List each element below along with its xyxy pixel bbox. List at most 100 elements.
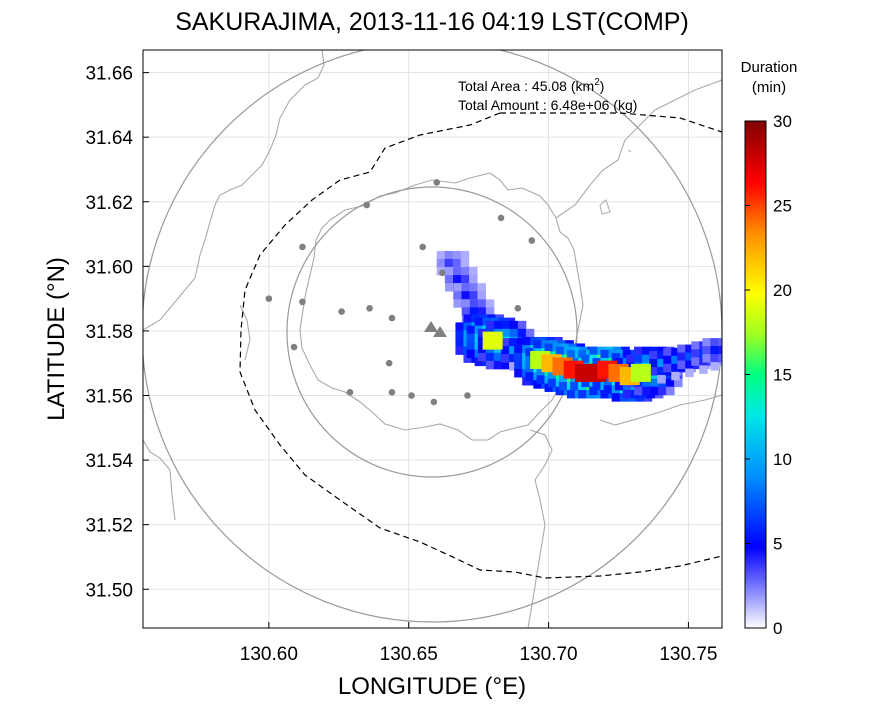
plume-cell: [702, 346, 711, 355]
coastline-southwest: [143, 304, 251, 521]
coastline-southeast: [599, 394, 722, 426]
plume-cell: [517, 328, 527, 338]
station-dot: [433, 179, 440, 186]
plume-cell: [600, 349, 610, 359]
plume-cell: [469, 291, 478, 300]
observation-stations: [265, 179, 536, 406]
station-dot: [299, 243, 306, 251]
station-dot: [388, 314, 396, 322]
plume-cell: [445, 275, 454, 284]
colorbar-tick-label: 15: [773, 366, 792, 385]
plume-cell: [469, 283, 478, 292]
plume-cell: [663, 347, 672, 357]
station-dot: [408, 392, 415, 399]
plume-cell: [522, 336, 531, 346]
plume-cell: [685, 368, 694, 378]
plume-cell: [461, 267, 470, 276]
plume-cell: [517, 338, 526, 347]
plume-cell: [558, 381, 568, 391]
plume-cell: [466, 349, 476, 359]
plume-cell: [650, 346, 659, 356]
station-dot: [438, 269, 446, 277]
plume-cell: [671, 363, 680, 373]
plume-cell: [466, 341, 476, 351]
coastline-east: [555, 79, 722, 219]
coastline-layer: [143, 50, 722, 628]
plume-cell: [436, 258, 446, 268]
plume-cell: [485, 352, 495, 362]
plume-cell: [485, 320, 495, 330]
plume-cell: [677, 344, 686, 354]
x-tick-label: 130.65: [380, 644, 438, 665]
station-dot: [338, 308, 345, 315]
plume-cell: [622, 349, 632, 359]
total-area-superscript: 2: [594, 77, 600, 88]
plume-cell: [650, 386, 659, 396]
plume-cell: [710, 338, 719, 347]
total-area-text: Total Area : 45.08 (km: [458, 78, 594, 94]
plume-cell: [544, 383, 554, 392]
plume-cell: [469, 267, 478, 276]
plume-cell: [436, 250, 446, 260]
plume-cell: [477, 307, 487, 316]
plume-cell: [718, 354, 722, 363]
y-tick-label: 31.50: [85, 580, 133, 601]
plume-cell: [589, 346, 598, 356]
plume-cell: [634, 354, 643, 364]
plume-cell: [536, 375, 546, 384]
plume-cell: [501, 328, 511, 338]
plume-cell: [474, 357, 484, 367]
plume-cell: [525, 348, 534, 357]
plume-cell: [461, 291, 470, 300]
y-tick-label: 31.54: [85, 451, 133, 472]
coastline-islet: [599, 149, 632, 215]
plume-cell: [453, 291, 462, 300]
y-axis-ticks: 31.66 31.64 31.62 31.60 31.58 31.56 31.54 31.52…: [85, 64, 149, 601]
plot-area: [143, 50, 722, 628]
plume-cell: [460, 258, 470, 268]
station-dot: [419, 243, 427, 251]
plume-cell: [691, 357, 700, 366]
plume-cell: [658, 346, 667, 356]
plume-cell: [600, 389, 610, 399]
colorbar-tick-label: 5: [773, 535, 782, 554]
plume-cell: [477, 336, 487, 346]
plume-cell: [710, 362, 719, 371]
plume-cell: [501, 354, 510, 363]
plume-cell: [685, 344, 694, 354]
plume-cell: [666, 378, 675, 388]
plume-cell: [674, 378, 683, 388]
plume-cell: [642, 346, 651, 356]
station-dot: [497, 214, 505, 222]
plume-cell: [691, 341, 700, 350]
plume-cell: [650, 378, 659, 388]
plume-cell: [710, 346, 719, 355]
plume-cell: [566, 389, 576, 399]
plume-cell: [726, 338, 735, 347]
plume-cell: [469, 307, 479, 316]
plume-cell: [469, 275, 478, 284]
x-axis-label: LONGITUDE (°E): [338, 673, 526, 700]
colorbar-tick-label: 25: [773, 197, 792, 216]
plume-cell: [685, 352, 694, 362]
y-tick-label: 31.60: [85, 257, 133, 278]
plume-cell: [509, 346, 518, 355]
colorbar-tick-label: 30: [773, 112, 792, 131]
plume-cell: [517, 320, 527, 330]
plume-cell: [634, 386, 643, 396]
plume-cell: [649, 367, 658, 376]
plume-core-cell: [482, 331, 503, 350]
plume-cell: [634, 346, 643, 356]
x-tick-label: 130.60: [240, 644, 298, 665]
plume-cell: [477, 328, 487, 338]
plume-cell: [445, 267, 454, 276]
volcano-marker-2: [433, 326, 447, 337]
station-dot: [528, 237, 536, 244]
plume-cell: [461, 299, 471, 308]
plume-cell: [603, 377, 613, 386]
plume-cell: [581, 354, 590, 364]
plume-cell: [453, 299, 462, 308]
total-area-annotation: Total Area : 45.08 (km2): [458, 77, 604, 94]
plume-cell: [592, 381, 602, 391]
